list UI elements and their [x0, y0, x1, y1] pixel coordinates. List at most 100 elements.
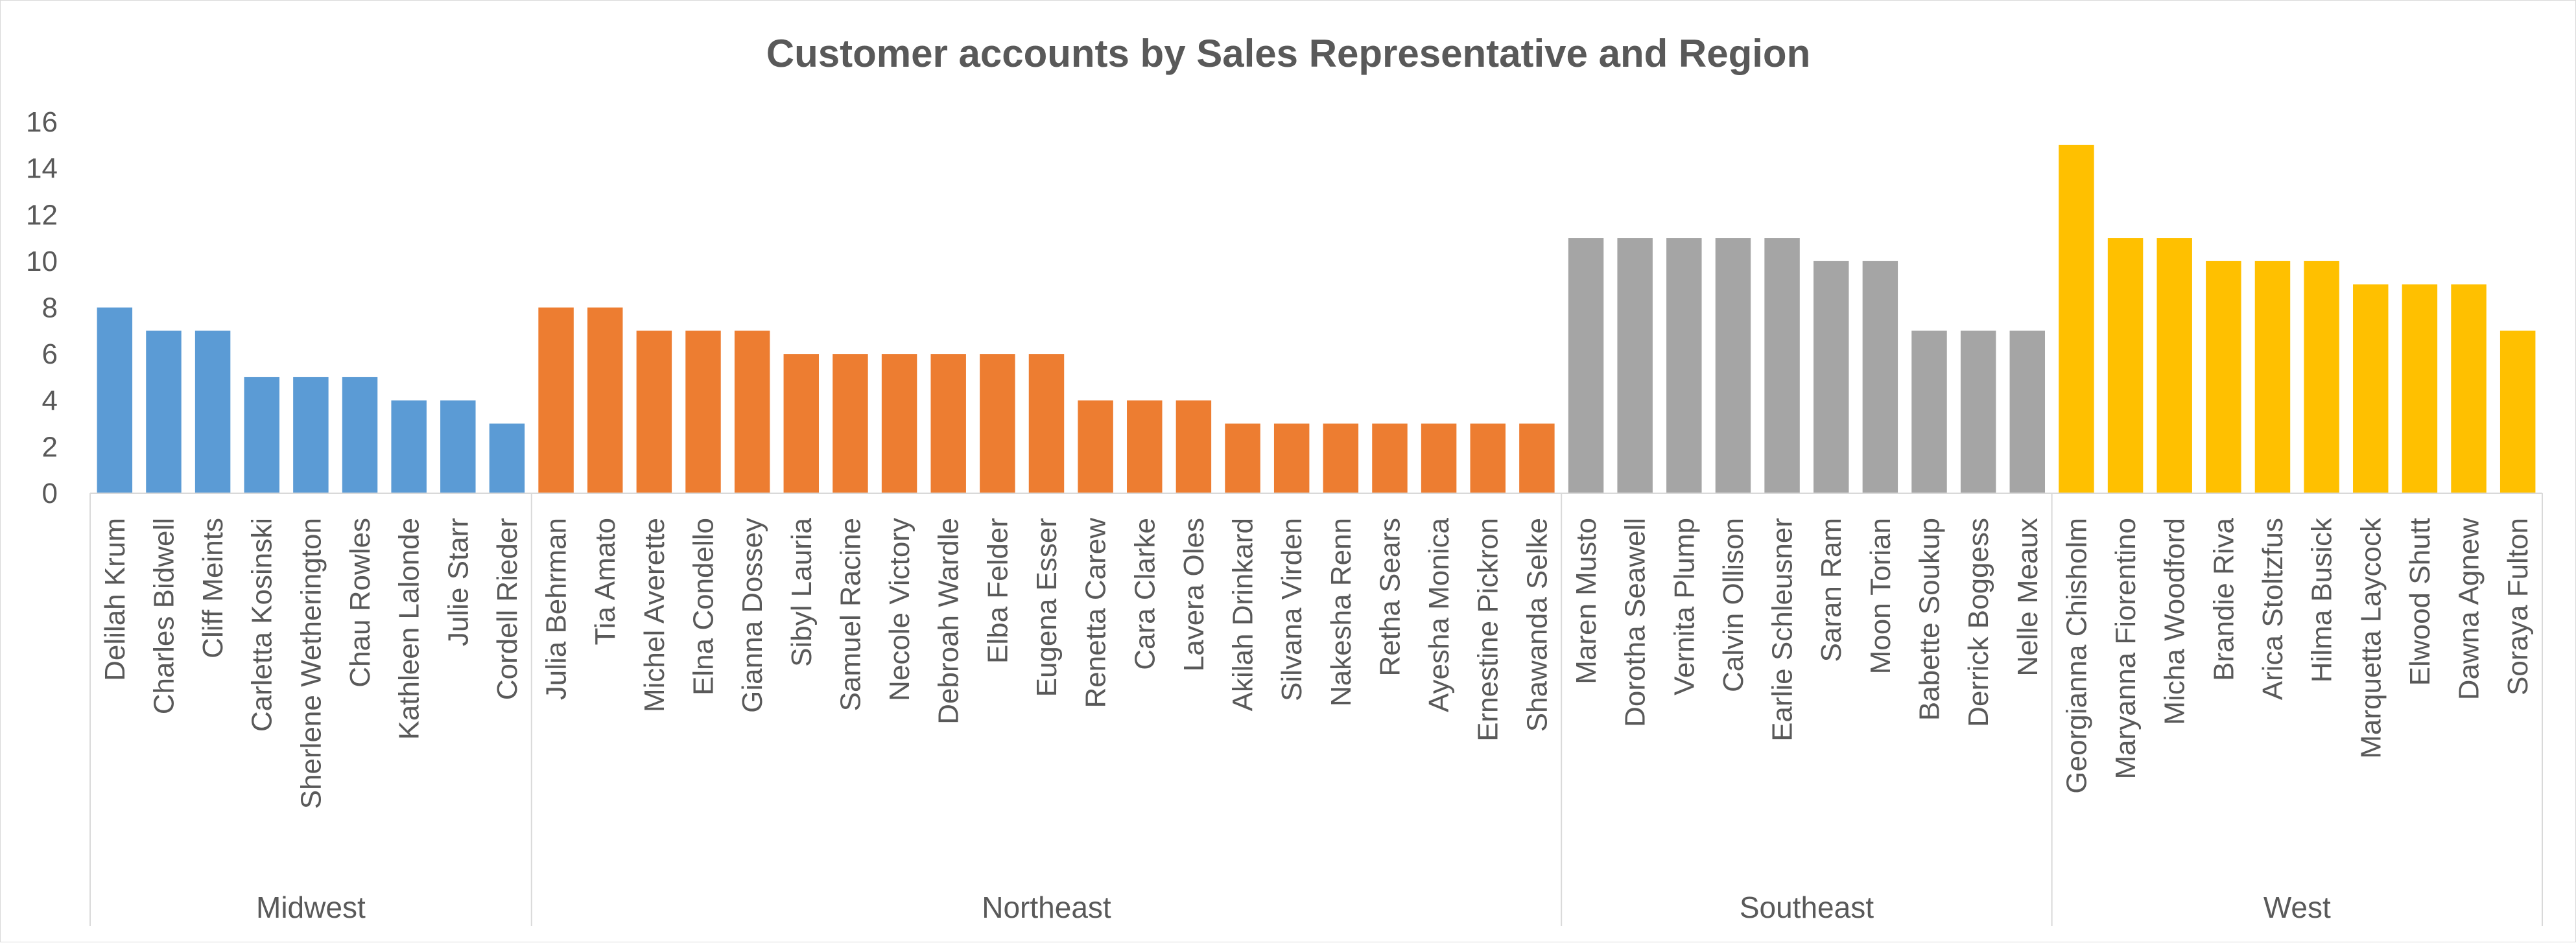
- x-tick-label: Gianna Dossey: [737, 518, 768, 713]
- x-tick-label: Akilah Drinkard: [1227, 518, 1259, 711]
- x-tick-label: Dawna Agnew: [2453, 518, 2485, 701]
- x-tick-label: Necole Victory: [884, 518, 916, 701]
- bar: [685, 331, 721, 493]
- bar: [783, 354, 820, 493]
- bar: [1715, 238, 1751, 493]
- x-tick-label: Nakesha Renn: [1325, 518, 1357, 706]
- x-tick-label: Lavera Oles: [1178, 518, 1210, 671]
- x-tick-label: Renetta Carew: [1080, 518, 1112, 708]
- bar: [881, 354, 917, 493]
- bar: [1225, 423, 1260, 493]
- bar: [2499, 331, 2536, 493]
- bar: [1078, 400, 1113, 493]
- x-tick-label: Eugena Esser: [1031, 518, 1063, 697]
- x-tick-label: Maryanna Fiorentino: [2110, 518, 2142, 780]
- bar: [1617, 238, 1653, 493]
- x-axis: Delilah Krum Charles Bidwell Cliff Meints C…: [89, 493, 2543, 926]
- bar: [1323, 423, 1359, 493]
- region-label: West: [2263, 891, 2331, 924]
- bar: [2206, 261, 2241, 493]
- x-tick-label: Tia Amato: [589, 518, 621, 645]
- bar: [1813, 261, 1849, 493]
- bar: [636, 331, 672, 493]
- x-tick-label: Ernestine Pickron: [1472, 518, 1504, 741]
- bar: [1862, 261, 1898, 493]
- x-tick-label: Cliff Meints: [197, 518, 229, 658]
- y-tick-label: 16: [26, 106, 58, 138]
- bar: [391, 400, 427, 493]
- y-tick-label: 12: [26, 199, 58, 231]
- bar: [1519, 423, 1555, 493]
- bar: [1470, 423, 1506, 493]
- y-tick-label: 0: [42, 478, 58, 509]
- x-tick-label: Michel Averette: [639, 518, 670, 712]
- bar: [293, 377, 329, 493]
- x-tick-label: Cordell Rieder: [491, 518, 523, 700]
- y-axis: 0 2 4 6 8 10 12 14 16: [26, 106, 58, 509]
- x-tick-label: Georgianna Chisholm: [2061, 518, 2092, 794]
- bar: [1176, 400, 1212, 493]
- x-tick-label: Sibyl Lauria: [786, 517, 818, 666]
- y-tick-label: 14: [26, 153, 58, 185]
- bar: [930, 354, 966, 493]
- x-tick-label: Arica Stoltzfus: [2257, 518, 2289, 700]
- x-tick-label: Kathleen Lalonde: [394, 518, 425, 740]
- x-tick-label: Dorotha Seawell: [1620, 518, 1651, 727]
- x-tick-label: Elwood Shutt: [2404, 518, 2436, 686]
- region-label: Northeast: [982, 891, 1111, 924]
- bar: [2451, 284, 2487, 493]
- bars: [97, 145, 2536, 493]
- x-tick-label: Retha Sears: [1374, 518, 1406, 677]
- bar: [2402, 284, 2438, 493]
- x-tick-label: Chau Rowles: [344, 518, 376, 688]
- x-tick-label: Vernita Plump: [1668, 518, 1700, 695]
- bar: [244, 377, 279, 493]
- bar: [195, 331, 231, 493]
- bar: [2009, 331, 2046, 493]
- bar: [342, 377, 378, 493]
- x-tick-label: Silvana Virden: [1276, 518, 1308, 701]
- bar: [1421, 423, 1457, 493]
- x-tick-label: Cara Clarke: [1129, 518, 1161, 670]
- x-tick-label: Debroah Wardle: [933, 518, 965, 725]
- x-tick-label: Carletta Kosinski: [246, 518, 278, 732]
- bar: [587, 307, 623, 493]
- x-tick-label: Derrick Boggess: [1963, 518, 1994, 727]
- y-tick-label: 10: [26, 246, 58, 277]
- x-tick-label: Delilah Krum: [99, 518, 131, 681]
- bar: [1028, 354, 1065, 493]
- bar: [2059, 145, 2094, 493]
- x-tick-label: Hilma Busick: [2306, 517, 2338, 682]
- x-tick-label: Saran Ram: [1815, 518, 1847, 662]
- y-tick-label: 8: [42, 292, 58, 324]
- x-tick-label: Julia Behrman: [541, 518, 573, 700]
- x-tick-label: Charles Bidwell: [148, 518, 180, 714]
- bar: [980, 354, 1015, 493]
- y-tick-label: 6: [42, 338, 58, 370]
- y-tick-label: 2: [42, 431, 58, 463]
- x-tick-label: Sherlene Wetherington: [295, 518, 327, 809]
- bar: [440, 400, 476, 493]
- bar: [1666, 238, 1702, 493]
- bar: [1273, 423, 1310, 493]
- bar: [2353, 284, 2389, 493]
- bar: [97, 307, 133, 493]
- bar: [1764, 238, 1800, 493]
- x-tick-label: Maren Musto: [1570, 518, 1602, 684]
- bar: [2254, 261, 2291, 493]
- bar: [489, 423, 525, 493]
- bar: [2107, 238, 2144, 493]
- x-tick-label: Shawanda Selke: [1521, 518, 1553, 732]
- chart-title: Customer accounts by Sales Representativ…: [766, 32, 1810, 75]
- bar: [1960, 331, 1996, 493]
- bar: [1127, 400, 1163, 493]
- x-tick-label: Calvin Ollison: [1718, 518, 1749, 692]
- x-tick-label: Julie Starr: [442, 518, 474, 646]
- bar: [2304, 261, 2339, 493]
- x-tick-label: Nelle Meaux: [2012, 518, 2044, 677]
- x-tick-label: Moon Torian: [1865, 518, 1897, 674]
- bar: [833, 354, 868, 493]
- x-tick-label: Soraya Fulton: [2502, 518, 2534, 695]
